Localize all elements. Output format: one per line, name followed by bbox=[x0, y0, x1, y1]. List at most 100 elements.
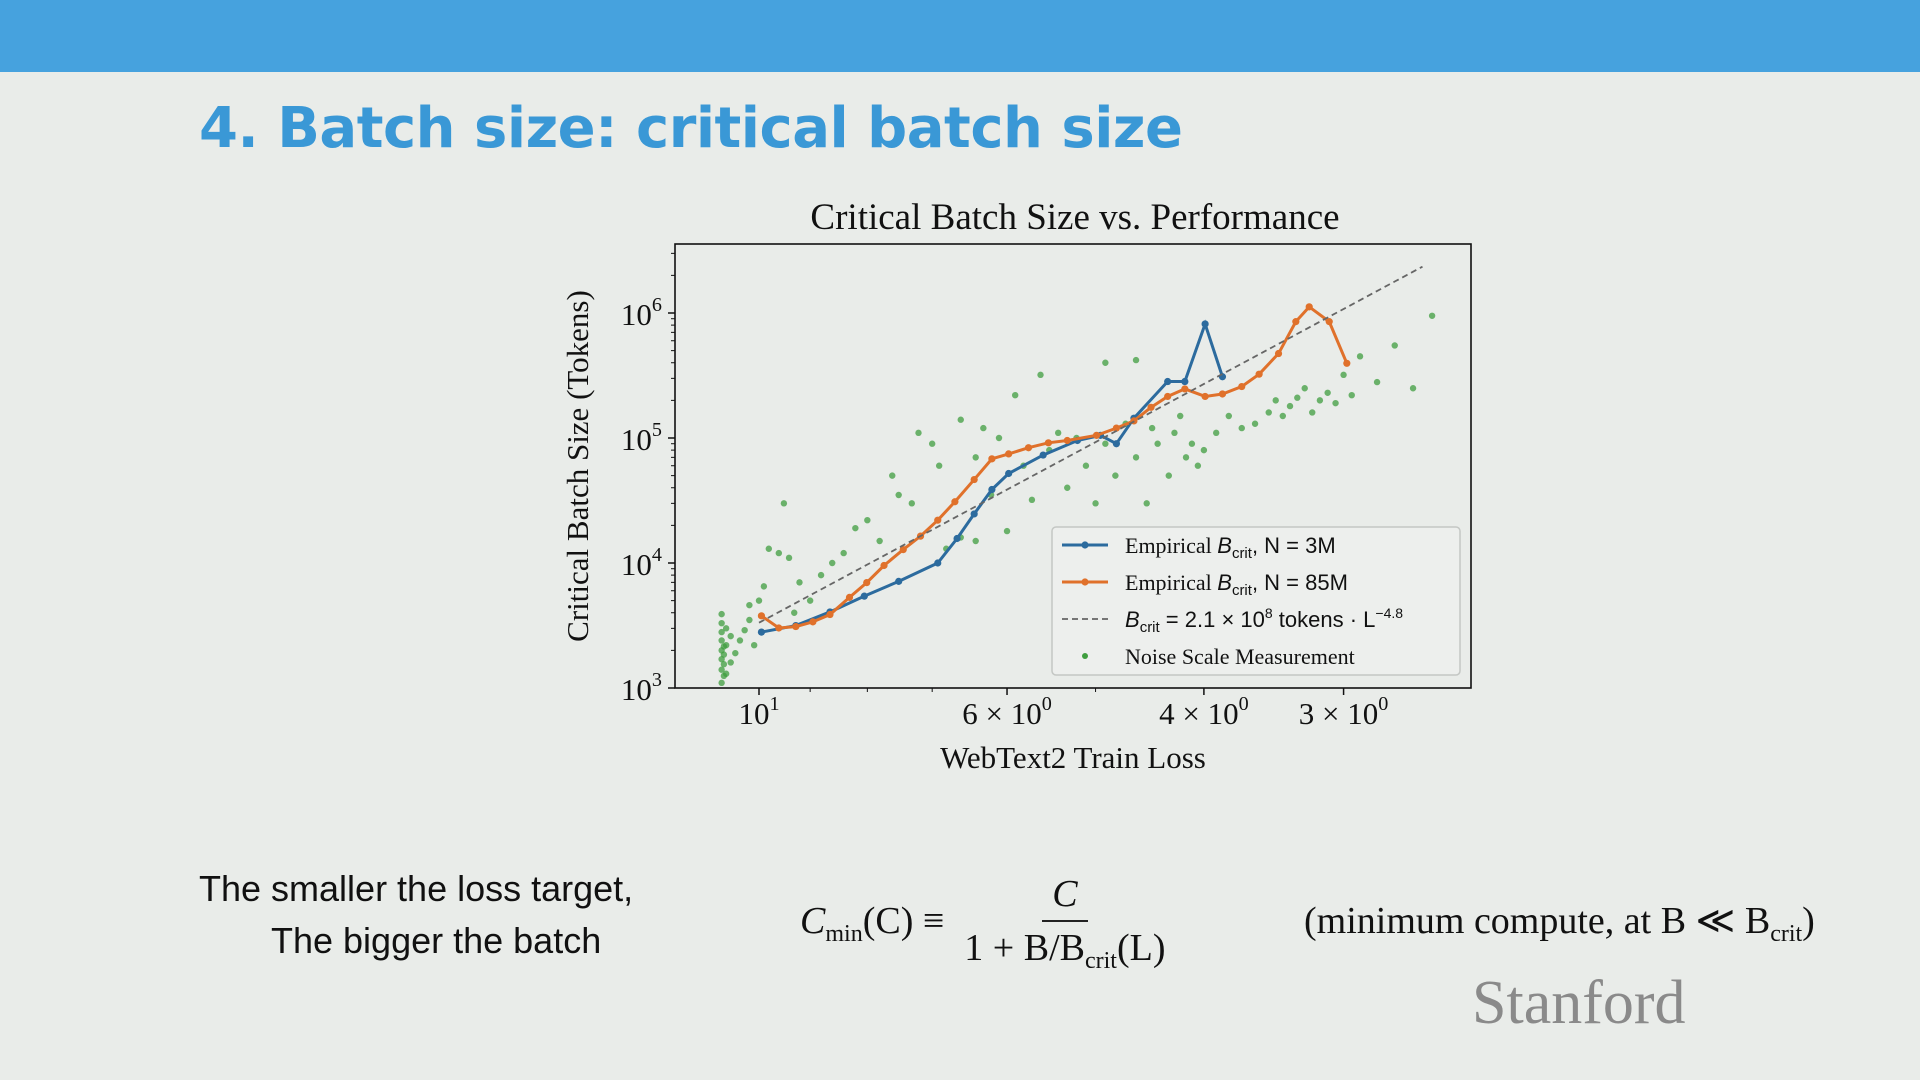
noise-scale-point bbox=[895, 491, 902, 499]
legend-box bbox=[1051, 526, 1461, 676]
series-85m-point bbox=[1044, 439, 1052, 447]
legend-scatter-sample bbox=[1082, 653, 1088, 659]
series-85m-point bbox=[826, 610, 834, 619]
noise-scale-point bbox=[1391, 342, 1398, 349]
noise-scale-point bbox=[1356, 353, 1364, 360]
formula-denominator-tail: (L) bbox=[1116, 927, 1166, 969]
series-3m-point bbox=[970, 510, 978, 518]
slide-title: 4. Batch size: critical batch size bbox=[199, 96, 1183, 161]
noise-scale-point bbox=[718, 666, 725, 673]
noise-scale-point bbox=[1340, 371, 1347, 379]
noise-scale-point bbox=[1279, 412, 1287, 420]
noise-scale-point bbox=[750, 641, 758, 649]
series-85m-point bbox=[1274, 349, 1283, 358]
noise-scale-point bbox=[741, 627, 748, 634]
series-3m-point bbox=[860, 592, 868, 600]
series-85m-point bbox=[1343, 359, 1351, 367]
series-85m-point bbox=[899, 545, 907, 554]
noise-scale-point bbox=[915, 429, 922, 437]
noise-scale-point bbox=[1225, 412, 1233, 420]
noise-scale-point bbox=[775, 549, 783, 557]
series-85m-point bbox=[1024, 444, 1033, 452]
chart-title: Critical Batch Size vs. Performance bbox=[810, 197, 1339, 238]
series-3m-point bbox=[1201, 320, 1209, 328]
legend: Empirical Bcrit, N = 3M Empirical Bcrit, … bbox=[1051, 526, 1461, 676]
noise-scale-point bbox=[1188, 440, 1196, 447]
noise-scale-point bbox=[829, 559, 836, 567]
noise-scale-point bbox=[1037, 371, 1044, 379]
noise-scale-point bbox=[928, 440, 936, 447]
noise-scale-point bbox=[727, 632, 734, 640]
noise-scale-point bbox=[1177, 412, 1184, 420]
noise-scale-point bbox=[718, 610, 725, 618]
series-85m-point bbox=[1255, 370, 1263, 378]
noise-scale-point bbox=[852, 524, 859, 532]
noise-scale-point bbox=[935, 462, 943, 469]
noise-scale-point bbox=[1286, 402, 1294, 410]
noise-scale-point bbox=[1194, 462, 1202, 469]
noise-scale-point bbox=[1154, 440, 1161, 447]
series-85m-point bbox=[1238, 382, 1246, 391]
series-85m-point bbox=[1201, 392, 1209, 401]
noise-scale-point bbox=[1309, 409, 1316, 416]
noise-scale-point bbox=[817, 571, 825, 579]
series-85m-point bbox=[988, 455, 996, 463]
noise-scale-point bbox=[780, 500, 788, 507]
note-sub: crit bbox=[1770, 921, 1803, 947]
y-tick-label: 104 bbox=[621, 544, 662, 582]
series-85m-point bbox=[951, 498, 959, 506]
noise-scale-point bbox=[1011, 391, 1019, 399]
noise-scale-point bbox=[1182, 454, 1190, 461]
legend-marker-sample bbox=[1081, 578, 1089, 586]
series-85m-point bbox=[1305, 303, 1313, 311]
series-85m-point bbox=[792, 622, 800, 631]
series-85m-point bbox=[1325, 318, 1333, 326]
fit-line-dashed bbox=[758, 265, 1423, 624]
series-85m-point bbox=[1005, 450, 1013, 458]
series-85m-point bbox=[1164, 392, 1172, 401]
series-3m-point bbox=[934, 559, 942, 567]
series-85m-point bbox=[1147, 403, 1155, 411]
formula-denominator: 1 + B/B bbox=[964, 927, 1085, 969]
legend-entry-label: Empirical Bcrit, N = 3M bbox=[1125, 533, 1336, 562]
noise-scale-point bbox=[1212, 429, 1220, 437]
noise-scale-point bbox=[1102, 359, 1109, 366]
noise-scale-point bbox=[980, 424, 987, 432]
noise-scale-point bbox=[1148, 424, 1156, 432]
formula-numerator: C bbox=[1052, 873, 1078, 915]
noise-scale-point bbox=[995, 434, 1003, 442]
noise-scale-point bbox=[718, 637, 725, 644]
formula-fraction: C 1 + B/Bcrit(L) bbox=[958, 872, 1171, 975]
legend-entry-label: Empirical Bcrit, N = 85M bbox=[1125, 570, 1348, 599]
series-85m-point bbox=[970, 475, 978, 484]
series-85m-point bbox=[1218, 390, 1227, 398]
noise-scale-point bbox=[718, 619, 725, 627]
noise-scale-point bbox=[864, 516, 871, 524]
series-85m-point bbox=[1092, 431, 1101, 439]
caption-line-1: The smaller the loss target, bbox=[199, 868, 634, 909]
caption-line-2: The bigger the batch bbox=[271, 920, 602, 961]
noise-scale-point bbox=[1301, 385, 1308, 392]
noise-scale-point bbox=[1409, 385, 1417, 392]
noise-scale-point bbox=[972, 537, 979, 545]
legend-marker-sample bbox=[1081, 541, 1089, 549]
series-3m-point bbox=[895, 577, 903, 585]
series-85m-point bbox=[1063, 436, 1071, 445]
y-tick-label: 103 bbox=[621, 669, 662, 707]
noise-scale-point bbox=[972, 454, 979, 461]
noise-scale-point bbox=[1003, 527, 1011, 535]
noise-scale-point bbox=[718, 679, 725, 687]
formula-lhs-sub: min bbox=[825, 921, 863, 947]
series-85m-point bbox=[809, 618, 817, 626]
noise-scale-point bbox=[1428, 312, 1436, 319]
noise-scale-point bbox=[720, 661, 728, 668]
slide-header-bar bbox=[0, 0, 1920, 72]
noise-scale-point bbox=[1064, 484, 1071, 491]
x-axis-label: WebText2 Train Loss bbox=[940, 740, 1206, 775]
noise-scale-point bbox=[908, 500, 916, 507]
plot-frame bbox=[674, 243, 1472, 689]
series-85m-point bbox=[845, 593, 854, 601]
series-85m-point bbox=[863, 578, 871, 587]
series-3m-point bbox=[1005, 469, 1013, 478]
